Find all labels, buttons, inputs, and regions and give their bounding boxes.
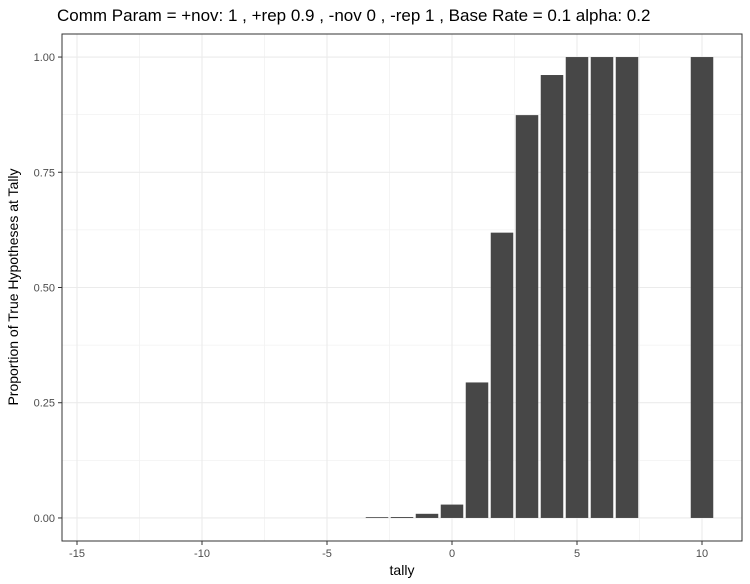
bar: [565, 57, 589, 518]
bar: [615, 57, 639, 518]
bar: [415, 513, 439, 518]
y-tick-label: 0.50: [34, 283, 55, 295]
bar: [490, 232, 514, 518]
x-tick-label: -5: [322, 548, 332, 560]
x-axis-title: tally: [390, 562, 415, 578]
bar: [365, 517, 389, 518]
y-tick-label: 1.00: [34, 52, 55, 64]
x-tick-label: -10: [194, 548, 210, 560]
bar: [390, 517, 414, 518]
x-axis: -15 -10 -5 0 5 10: [69, 541, 708, 560]
plot-panel: [61, 33, 743, 542]
chart-title: Comm Param = +nov: 1 , +rep 0.9 , -nov 0…: [57, 6, 650, 25]
y-tick-label: 0.00: [34, 513, 55, 525]
y-axis: 0.00 0.25 0.50 0.75 1.00: [34, 52, 62, 525]
x-tick-label: 5: [574, 548, 580, 560]
bar: [540, 75, 564, 518]
x-tick-label: 0: [449, 548, 455, 560]
y-tick-label: 0.75: [34, 167, 55, 179]
bars: [365, 57, 714, 518]
x-tick-label: 10: [696, 548, 708, 560]
y-axis-title: Proportion of True Hypotheses at Tally: [5, 168, 21, 405]
x-tick-label: -15: [69, 548, 85, 560]
bar: [690, 57, 714, 518]
bar: [590, 57, 614, 518]
bar: [515, 115, 539, 518]
y-tick-label: 0.25: [34, 398, 55, 410]
bar: [465, 382, 489, 518]
bar: [440, 504, 464, 518]
